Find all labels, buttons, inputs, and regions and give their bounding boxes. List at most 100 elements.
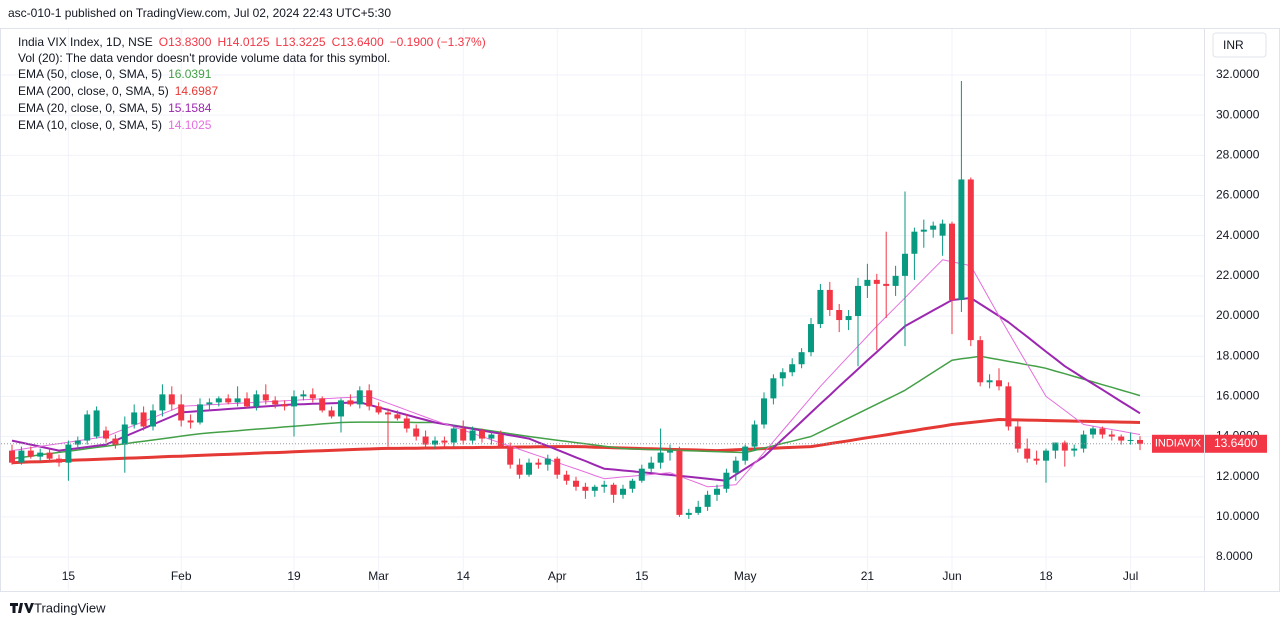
candle-body (732, 460, 739, 473)
candle-body (56, 458, 62, 463)
candle-body (131, 412, 138, 425)
candle-body (432, 440, 438, 445)
candle-body (507, 446, 514, 465)
candle-body (1052, 442, 1059, 451)
candle-body (620, 488, 626, 495)
candle-body (1080, 434, 1087, 449)
candle-body (939, 223, 946, 236)
candle-body (413, 428, 420, 437)
x-tick-label: 19 (287, 569, 301, 583)
y-tick-label: 28.0000 (1216, 148, 1260, 162)
y-tick-label: 10.0000 (1216, 509, 1260, 523)
candle-body (1108, 434, 1115, 437)
candle-body (930, 225, 937, 230)
y-tick-label: 8.0000 (1216, 549, 1253, 563)
candle-body (262, 394, 269, 401)
price-tag-name-bg (1152, 434, 1204, 453)
candle-body (422, 436, 429, 445)
plot (1, 81, 1204, 519)
indicator-value: 14.1025 (168, 118, 212, 132)
y-tick-label: 12.0000 (1216, 469, 1260, 483)
candle-body (291, 396, 297, 407)
candle-body (723, 472, 730, 489)
candle-body (1071, 448, 1078, 451)
candle-body (197, 404, 203, 423)
currency-button[interactable] (1212, 32, 1267, 58)
candle-body (1014, 426, 1021, 449)
candle-body (949, 223, 955, 300)
indicator-value: 16.0391 (168, 67, 212, 81)
candle-body (140, 412, 147, 427)
candle-body (920, 229, 927, 232)
y-tick-label: 18.0000 (1216, 348, 1260, 362)
candle-body (685, 512, 692, 515)
x-tick-label: 15 (635, 569, 649, 583)
y-tick-label: 22.0000 (1216, 268, 1260, 282)
candle-body (986, 380, 993, 383)
volume-note: Vol (20): The data vendor doesn't provid… (18, 51, 390, 65)
candle-body (84, 414, 91, 441)
candle-body (695, 506, 702, 513)
candle-body (1024, 448, 1031, 459)
axes: 8.000010.000012.000014.000016.000018.000… (62, 67, 1267, 583)
ohlc-value: C13.6400 (332, 35, 384, 49)
candle-body (676, 450, 683, 515)
candle-body (892, 275, 899, 286)
candle-body (648, 462, 655, 469)
candle-body (911, 231, 918, 254)
indicator-legend: EMA (200, close, 0, SMA, 5) 14.6987 (18, 84, 218, 98)
y-tick-label: 30.0000 (1216, 107, 1260, 121)
candle-body (234, 398, 241, 403)
candle-body (742, 446, 749, 461)
candle-body (657, 452, 664, 463)
candle-body (300, 394, 307, 397)
y-tick-label: 16.0000 (1216, 389, 1260, 403)
candle-body (93, 410, 100, 437)
candle-body (479, 430, 485, 439)
x-tick-label: Jun (942, 569, 961, 583)
price-tag-bg (1205, 434, 1267, 453)
candle-body (977, 340, 984, 383)
candle-body (770, 378, 777, 399)
candle-body (591, 486, 598, 491)
candle-body (789, 364, 796, 373)
price-tag-name: INDIAVIX (1155, 438, 1202, 450)
x-tick-label: Apr (548, 569, 567, 583)
candle-body (582, 486, 589, 491)
legend: India VIX Index, 1D, NSE O13.8300 H14.0125… (18, 35, 486, 132)
candle-body (27, 450, 34, 457)
candle-body (996, 380, 1002, 387)
x-tick-label: May (734, 569, 757, 583)
y-tick-label: 20.0000 (1216, 308, 1260, 322)
candle-body (74, 440, 81, 445)
logo-icon (10, 603, 34, 613)
indicator-value: 15.1584 (168, 101, 212, 115)
y-tick-label: 32.0000 (1216, 67, 1260, 81)
currency[interactable]: INR (1223, 38, 1244, 52)
candle-body (272, 400, 279, 405)
candle-body (601, 484, 608, 487)
candle-body (460, 428, 467, 441)
y-tick-label: 24.0000 (1216, 228, 1260, 242)
candle-body (826, 289, 833, 311)
candle-body (516, 464, 523, 475)
ohlc-value: O13.8300 (159, 35, 212, 49)
candle-body (319, 398, 326, 411)
candle-body (836, 310, 843, 321)
candle-body (178, 404, 185, 421)
candle-body (121, 424, 128, 445)
candle-body (253, 394, 260, 407)
candle-body (18, 450, 25, 463)
candle-body (37, 452, 44, 457)
candle-body (1061, 442, 1068, 451)
candle-body (967, 179, 974, 341)
symbol-title: India VIX Index, 1D, NSE O13.8300 H14.0125… (18, 35, 486, 49)
candle-body (366, 390, 373, 407)
candle-body (103, 430, 109, 439)
candle-body (817, 289, 824, 325)
candle-body (808, 324, 814, 353)
candle-body (187, 420, 194, 423)
candle-body (244, 398, 250, 407)
ohlc-value: L13.3225 (276, 35, 326, 49)
